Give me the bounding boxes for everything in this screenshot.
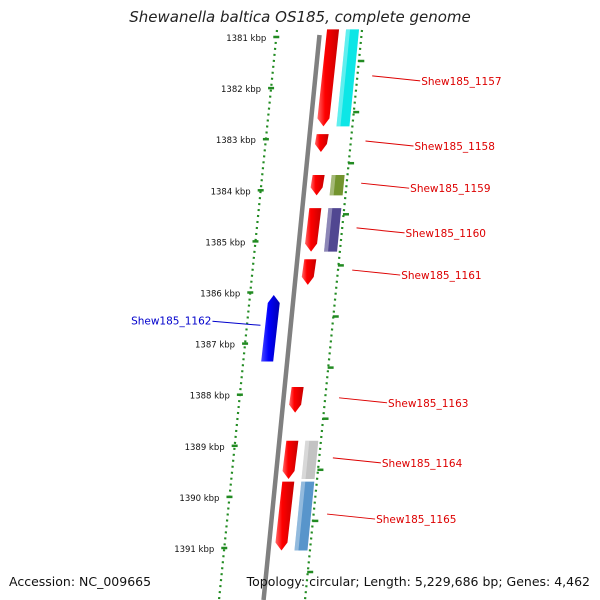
- gene-label-leader: [365, 140, 414, 147]
- gene-partner-block: [336, 29, 360, 127]
- tick-label: 1384 kbp: [211, 187, 251, 197]
- gene-label: Shew185_1159: [410, 183, 490, 195]
- gene-partner-highlight: [301, 440, 310, 480]
- gene-label: Shew185_1162: [131, 315, 211, 327]
- gene-label-leader: [361, 182, 410, 189]
- tick-label: 1381 kbp: [226, 34, 266, 44]
- gene-arrow: [310, 174, 325, 196]
- gene-label: Shew185_1161: [401, 270, 481, 282]
- gene-label-leader: [339, 397, 388, 404]
- tick-label: 1388 kbp: [190, 392, 230, 402]
- tick-label: 1390 kbp: [179, 494, 219, 504]
- map-title: Shewanella baltica OS185, complete genom…: [129, 8, 471, 26]
- gene-arrow: [282, 440, 299, 480]
- genome-backbone: [261, 34, 322, 600]
- tick-label: 1385 kbp: [205, 238, 245, 248]
- accession-text: Accession: NC_009665: [9, 574, 152, 589]
- gene-arrow: [261, 295, 280, 362]
- gene-label: Shew185_1160: [406, 228, 486, 240]
- tick-label: 1389 kbp: [185, 443, 225, 453]
- gene-arrow: [301, 259, 317, 285]
- gene-label: Shew185_1157: [421, 76, 501, 88]
- gene-partner-block: [301, 440, 319, 480]
- gene-partner-block: [294, 481, 315, 551]
- gene-partner-highlight: [324, 208, 333, 252]
- gene-label-leader: [352, 269, 401, 276]
- gene-label-leader: [356, 227, 405, 234]
- gene-partner-highlight: [329, 174, 336, 196]
- gene-label: Shew185_1163: [388, 398, 468, 410]
- tick-label: 1383 kbp: [216, 136, 256, 146]
- tick-label: 1387 kbp: [195, 341, 235, 351]
- gene-partner-highlight: [336, 29, 351, 127]
- tick-label: 1386 kbp: [200, 290, 240, 300]
- gene-label: Shew185_1164: [382, 458, 463, 470]
- gene-arrow: [305, 208, 322, 252]
- gene-arrow: [314, 134, 329, 152]
- gene-partner-block: [329, 174, 345, 196]
- topology-text: Topology: circular; Length: 5,229,686 bp…: [246, 574, 590, 589]
- gene-label-leader: [372, 75, 421, 82]
- gene-arrow: [317, 29, 340, 127]
- tick-label: 1391 kbp: [174, 545, 214, 555]
- gene-arrow: [275, 481, 295, 551]
- gene-partner-block: [324, 208, 342, 252]
- tick-label: 1382 kbp: [221, 85, 261, 95]
- gene-label: Shew185_1165: [376, 514, 456, 526]
- gene-label-leader: [327, 513, 376, 520]
- gene-label-leader: [212, 320, 261, 326]
- gene-label-leader: [332, 457, 381, 464]
- gene-partner-highlight: [294, 481, 306, 551]
- gene-label: Shew185_1158: [415, 141, 495, 153]
- gene-arrow: [289, 387, 304, 413]
